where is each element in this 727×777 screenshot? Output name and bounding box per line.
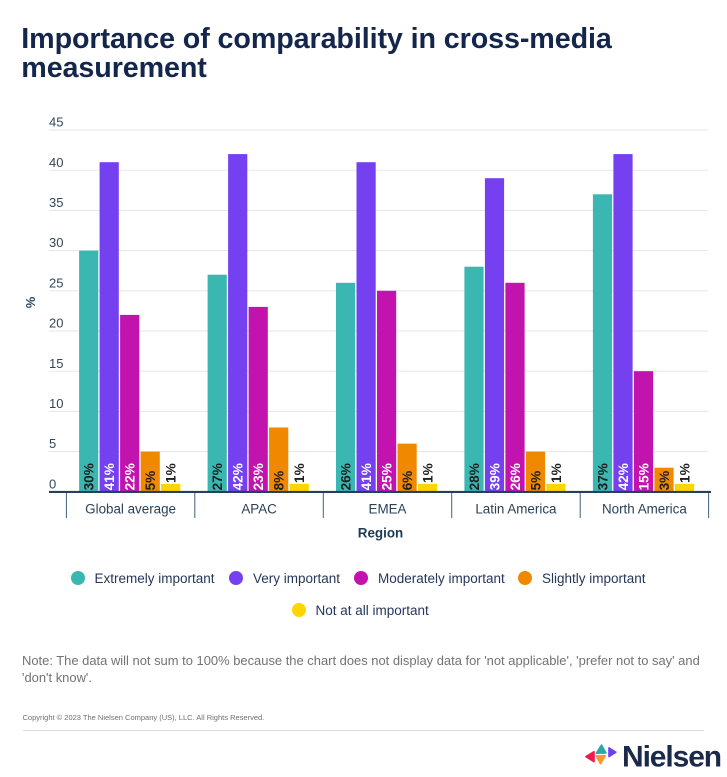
svg-text:23%: 23% bbox=[251, 463, 266, 490]
svg-text:41%: 41% bbox=[359, 463, 374, 490]
svg-text:1%: 1% bbox=[549, 463, 564, 483]
svg-text:EMEA: EMEA bbox=[369, 502, 407, 517]
svg-text:Latin America: Latin America bbox=[475, 502, 557, 517]
svg-text:North America: North America bbox=[602, 502, 687, 517]
svg-text:5%: 5% bbox=[528, 471, 543, 491]
svg-text:27%: 27% bbox=[210, 463, 225, 490]
svg-text:3%: 3% bbox=[657, 471, 672, 491]
svg-text:1%: 1% bbox=[421, 463, 436, 483]
svg-text:1%: 1% bbox=[164, 463, 179, 483]
svg-text:30: 30 bbox=[49, 235, 63, 250]
svg-text:42%: 42% bbox=[616, 463, 631, 490]
svg-text:28%: 28% bbox=[467, 463, 482, 490]
svg-text:15: 15 bbox=[49, 356, 63, 371]
svg-text:6%: 6% bbox=[400, 471, 415, 491]
svg-text:Global average: Global average bbox=[85, 502, 176, 517]
svg-text:8%: 8% bbox=[272, 471, 287, 491]
svg-text:26%: 26% bbox=[339, 463, 354, 490]
svg-text:22%: 22% bbox=[123, 463, 138, 490]
svg-text:%: % bbox=[23, 296, 38, 308]
svg-text:5: 5 bbox=[49, 436, 56, 451]
svg-text:5%: 5% bbox=[143, 471, 158, 491]
svg-text:26%: 26% bbox=[508, 463, 523, 490]
svg-text:25%: 25% bbox=[380, 463, 395, 490]
svg-text:Region: Region bbox=[358, 526, 403, 541]
svg-text:20: 20 bbox=[49, 316, 63, 331]
svg-text:35: 35 bbox=[49, 195, 63, 210]
svg-text:30%: 30% bbox=[82, 463, 97, 490]
svg-text:10: 10 bbox=[49, 396, 63, 411]
svg-text:39%: 39% bbox=[487, 463, 502, 490]
svg-text:25: 25 bbox=[49, 275, 63, 290]
svg-text:40: 40 bbox=[49, 155, 63, 170]
svg-text:45: 45 bbox=[49, 115, 63, 130]
svg-text:Nielsen: Nielsen bbox=[622, 741, 721, 774]
svg-text:APAC: APAC bbox=[241, 502, 277, 517]
svg-text:1%: 1% bbox=[292, 463, 307, 483]
svg-text:0: 0 bbox=[49, 476, 56, 491]
svg-text:41%: 41% bbox=[102, 463, 117, 490]
svg-text:1%: 1% bbox=[677, 463, 692, 483]
svg-text:42%: 42% bbox=[231, 463, 246, 490]
svg-text:15%: 15% bbox=[636, 463, 651, 490]
svg-text:37%: 37% bbox=[595, 463, 610, 490]
